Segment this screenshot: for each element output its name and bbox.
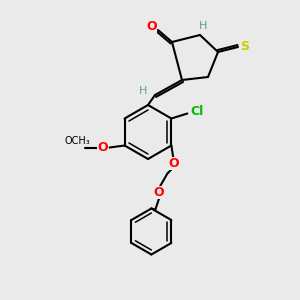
Text: Cl: Cl — [191, 105, 204, 118]
Text: O: O — [147, 20, 157, 34]
Text: O: O — [153, 186, 164, 199]
Text: OCH₃: OCH₃ — [65, 136, 91, 146]
Text: H: H — [199, 21, 207, 31]
Text: O: O — [168, 157, 179, 170]
Text: H: H — [139, 86, 147, 96]
Text: S: S — [241, 40, 250, 52]
Text: O: O — [97, 141, 108, 154]
